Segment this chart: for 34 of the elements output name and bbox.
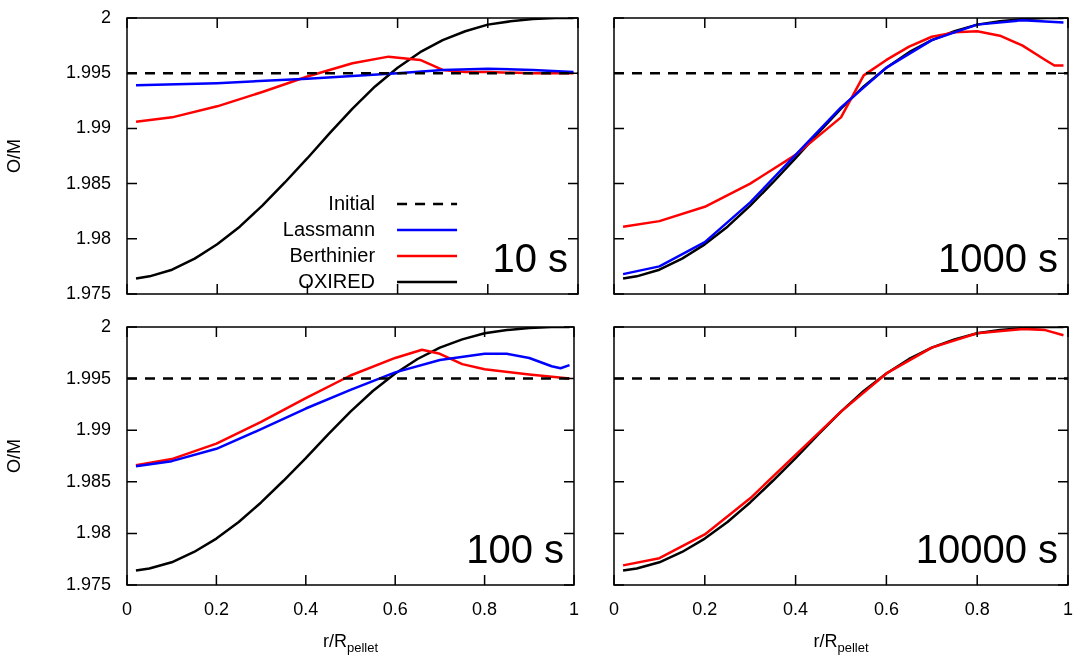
x-tick-label: 0.6 [382, 598, 408, 619]
y-tick-label: 1.975 [65, 573, 111, 594]
y-axis-title: O/M [3, 139, 24, 173]
x-tick-label: 0.2 [692, 598, 718, 619]
y-tick-label: 1.975 [65, 282, 111, 303]
y-tick-label: 1.98 [75, 522, 111, 543]
legend-label: Initial [328, 191, 376, 214]
x-tick-label: 0 [121, 598, 133, 619]
y-tick-label: 1.99 [75, 117, 111, 138]
x-tick-label: 0.8 [964, 598, 990, 619]
y-axis-title: O/M [3, 439, 24, 473]
legend-label: OXIRED [298, 269, 376, 292]
y-tick-label: 1.98 [75, 227, 111, 248]
annotation: 1000 s [937, 236, 1058, 280]
legend-label: Berthinier [289, 243, 376, 266]
annotation: 10000 s [915, 527, 1058, 571]
y-tick-label: 1.985 [65, 470, 111, 491]
y-tick-label: 1.995 [65, 62, 111, 83]
x-tick-label: 1 [568, 598, 579, 619]
x-tick-label: 0.2 [203, 598, 229, 619]
y-tick-label: 2 [100, 315, 111, 336]
x-tick-label: 1 [1062, 598, 1074, 619]
annotation: 100 s [466, 527, 564, 571]
x-tick-label: 0.8 [472, 598, 498, 619]
x-tick-label: 0.4 [783, 598, 809, 619]
x-tick-label: 0.6 [873, 598, 899, 619]
y-tick-label: 1.99 [75, 419, 111, 440]
y-tick-label: 2 [100, 6, 111, 27]
legend-label: Lassmann [282, 217, 376, 240]
y-tick-label: 1.985 [65, 172, 111, 193]
x-tick-label: 0 [608, 598, 620, 619]
x-tick-label: 0.4 [293, 598, 319, 619]
y-tick-label: 1.995 [65, 367, 111, 388]
annotation: 10 s [492, 236, 568, 280]
